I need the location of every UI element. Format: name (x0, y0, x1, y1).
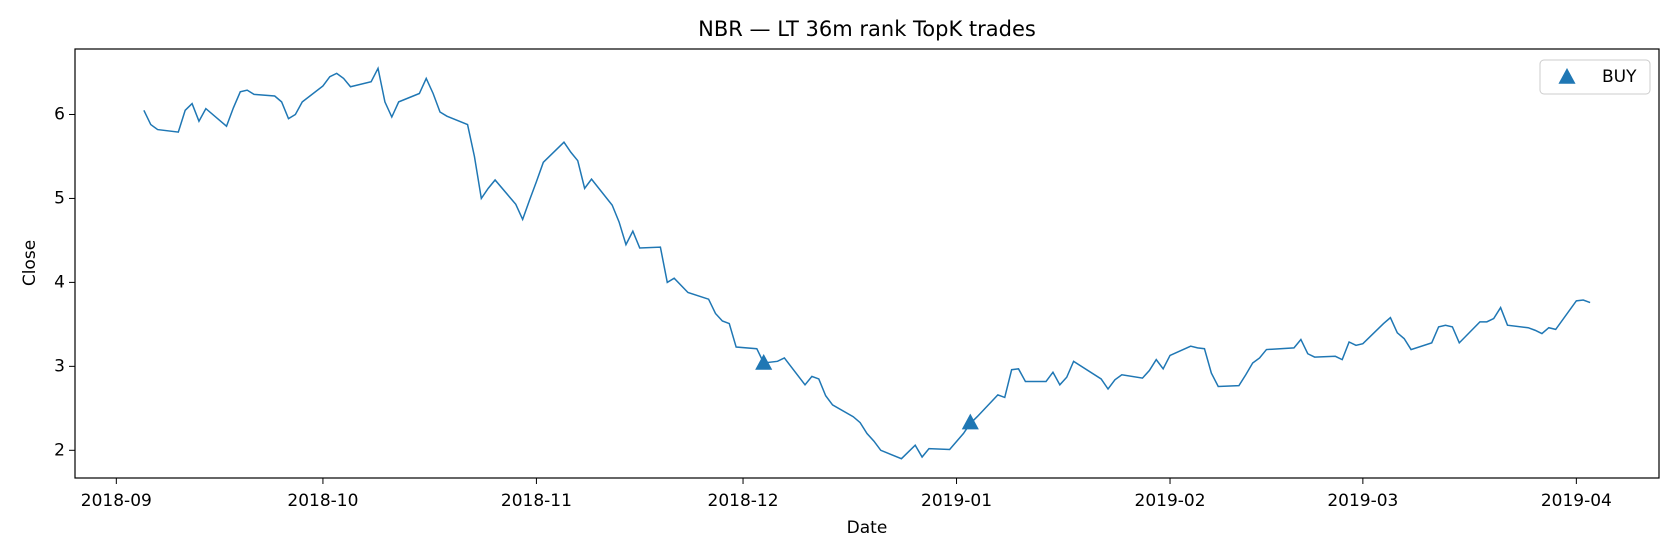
y-tick-label: 4 (54, 272, 65, 292)
y-tick-label: 5 (54, 188, 65, 208)
x-tick-label: 2019-04 (1541, 491, 1612, 511)
x-axis-label: Date (847, 518, 888, 538)
legend-marker (1558, 68, 1576, 84)
x-tick-label: 2018-11 (501, 491, 572, 511)
y-axis-label: Close (20, 240, 40, 286)
y-tick-label: 3 (54, 356, 65, 376)
y-tick-label: 6 (54, 104, 65, 124)
buy-marker (961, 413, 979, 430)
legend-box (1539, 59, 1651, 95)
legend-label: BUY (1602, 67, 1637, 87)
x-tick-label: 2019-02 (1135, 491, 1206, 511)
x-tick-label: 2018-10 (287, 491, 358, 511)
chart-title: NBR — LT 36m rank TopK trades (698, 17, 1036, 41)
legend: BUY (1539, 59, 1651, 95)
x-tick-label: 2019-01 (921, 491, 992, 511)
plot-frame (74, 48, 1660, 479)
x-tick-label: 2018-12 (708, 491, 779, 511)
price-line (143, 66, 1591, 460)
y-tick-label: 2 (54, 440, 65, 460)
x-tick-label: 2019-03 (1327, 491, 1398, 511)
x-tick-label: 2018-09 (81, 491, 152, 511)
buy-marker (755, 353, 773, 370)
